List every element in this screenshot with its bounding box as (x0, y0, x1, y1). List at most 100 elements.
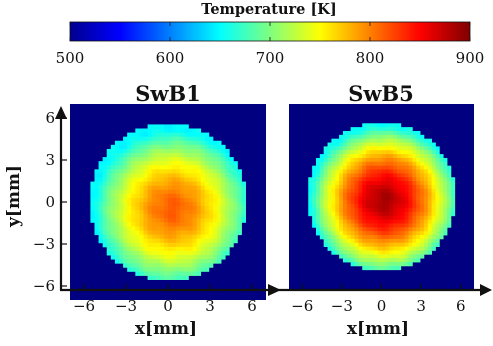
heatmap-cell (180, 226, 185, 231)
heatmap-cell (412, 242, 417, 247)
heatmap-cell (350, 208, 355, 213)
heatmap-cell (420, 235, 425, 240)
heatmap-cell (339, 188, 344, 194)
heatmap-cell (204, 169, 210, 174)
heatmap-cell (221, 189, 226, 195)
heatmap-cell (139, 271, 144, 276)
heatmap-cell (389, 138, 394, 143)
heatmap-cell (98, 173, 104, 178)
heatmap-cell (396, 123, 402, 128)
heatmap-cell (312, 215, 317, 221)
heatmap-cell (327, 246, 332, 251)
heatmap-cell (389, 173, 394, 178)
heatmap-cell (151, 259, 157, 264)
heatmap-cell (200, 169, 206, 174)
heatmap-cell (225, 161, 230, 166)
heatmap-cell (366, 181, 371, 186)
heatmap-cell (131, 132, 136, 138)
heatmap-cell (369, 173, 375, 178)
heatmap-cell (131, 177, 136, 182)
heatmap-cell (180, 202, 185, 207)
heatmap-cell (172, 157, 177, 162)
heatmap-cell (396, 173, 402, 178)
heatmap-cell (412, 184, 417, 190)
heatmap-cell (366, 169, 371, 174)
heatmap-cell (233, 193, 238, 199)
heatmap-cell (393, 231, 398, 236)
heatmap-cell (412, 223, 417, 228)
heatmap-cell (331, 146, 336, 151)
heatmap-cell (135, 173, 140, 178)
heatmap-cell (135, 263, 140, 268)
heatmap-cell (155, 255, 161, 260)
heatmap-cell (350, 150, 355, 155)
y-axis-arrow (55, 106, 67, 119)
heatmap-cell (427, 231, 432, 236)
heatmap-cell (443, 181, 448, 186)
heatmap-cell (225, 214, 230, 219)
heatmap-cell (192, 140, 197, 146)
heatmap-cell (423, 165, 429, 170)
heatmap-cell (200, 157, 206, 162)
heatmap-cell (377, 157, 382, 163)
heatmap-cell (155, 193, 161, 199)
heatmap-cell (373, 235, 379, 240)
heatmap-cell (127, 185, 132, 191)
heatmap-cell (373, 200, 379, 205)
heatmap-cell (139, 169, 144, 174)
heatmap-cell (346, 173, 352, 178)
heatmap-cell (172, 246, 177, 252)
heatmap-cell (131, 193, 136, 199)
heatmap-cell (400, 173, 406, 178)
heatmap-cell (385, 181, 390, 186)
heatmap-cell (339, 134, 344, 140)
heatmap-cell (435, 200, 440, 205)
heatmap-cell (168, 202, 173, 207)
heatmap-cell (389, 211, 394, 217)
heatmap-cell (420, 173, 425, 178)
heatmap-cell (147, 238, 153, 244)
heatmap-cell (176, 251, 181, 256)
heatmap-cell (192, 263, 197, 268)
heatmap-cell (431, 204, 436, 209)
heatmap-cell (420, 200, 425, 205)
heatmap-cell (110, 148, 116, 154)
heatmap-cell (389, 157, 394, 163)
heatmap-cell (319, 215, 325, 221)
heatmap-cell (192, 136, 197, 142)
heatmap-cell (110, 234, 116, 240)
heatmap-cell (180, 169, 185, 174)
heatmap-cell (393, 177, 398, 182)
heatmap-cell (204, 157, 210, 162)
heatmap-cell (385, 123, 390, 128)
heatmap-cell (168, 259, 173, 264)
heatmap-cell (155, 210, 161, 215)
heatmap-cell (119, 255, 124, 260)
heatmap-cell (447, 165, 452, 170)
heatmap-cell (312, 223, 317, 228)
heatmap-cell (423, 215, 429, 221)
heatmap-cell (119, 148, 124, 154)
heatmap-cell (208, 238, 214, 244)
heatmap-cell (420, 169, 425, 174)
heatmap-cell (362, 161, 367, 167)
heatmap-cell (204, 259, 210, 264)
heatmap-cell (339, 173, 344, 178)
heatmap-cell (200, 210, 206, 215)
heatmap-cell (443, 211, 448, 217)
heatmap-cell (212, 173, 218, 178)
heatmap-cell (315, 215, 321, 221)
heatmap-cell (373, 196, 379, 201)
heatmap-cell (427, 184, 432, 190)
heatmap-cell (323, 204, 328, 209)
heatmap-cell (450, 196, 456, 201)
x-tick-label: −3 (115, 297, 137, 315)
heatmap-cell (135, 197, 140, 203)
heatmap-cell (335, 142, 340, 147)
heatmap-cell (225, 230, 230, 236)
heatmap-cell (381, 146, 386, 151)
heatmap-cell (212, 238, 218, 244)
heatmap-cell (143, 140, 148, 146)
heatmap-cell (385, 192, 390, 197)
heatmap-cell (176, 136, 181, 142)
